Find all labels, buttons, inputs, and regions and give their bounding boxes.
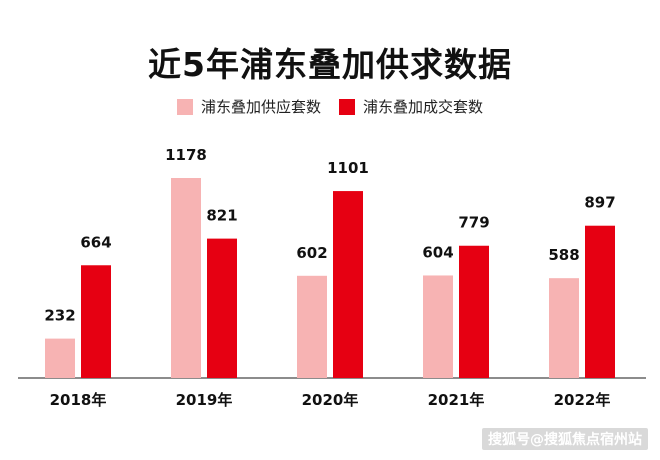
- legend-item-sales: 浦东叠加成交套数: [339, 96, 483, 117]
- data-label-supply-1: 1178: [165, 146, 207, 164]
- data-label-sales-0: 664: [80, 233, 111, 251]
- bar-sales-2: [333, 191, 363, 378]
- data-label-sales-2: 1101: [327, 159, 369, 177]
- bar-supply-4: [549, 278, 579, 378]
- data-label-sales-4: 897: [584, 194, 615, 212]
- data-label-supply-2: 602: [296, 244, 327, 262]
- bar-supply-2: [297, 275, 327, 378]
- legend-item-supply: 浦东叠加供应套数: [176, 96, 321, 117]
- data-label-supply-4: 588: [548, 246, 579, 264]
- x-tick-label-4: 2022年: [554, 391, 611, 409]
- data-label-sales-3: 779: [458, 214, 489, 232]
- bar-sales-3: [459, 245, 489, 378]
- chart-title: 近5年浦东叠加供求数据: [148, 45, 512, 84]
- legend-swatch-supply: [176, 98, 193, 115]
- x-tick-label-1: 2019年: [176, 391, 233, 409]
- bar-supply-3: [423, 275, 453, 378]
- x-tick-label-2: 2020年: [302, 391, 359, 409]
- bar-sales-0: [81, 265, 111, 378]
- legend-label-sales: 浦东叠加成交套数: [363, 98, 484, 116]
- x-tick-label-3: 2021年: [428, 391, 485, 409]
- bar-sales-1: [207, 238, 237, 378]
- legend-swatch-sales: [339, 98, 355, 115]
- watermark: 搜狐号@搜狐焦点宿州站: [482, 428, 648, 450]
- x-tick-label-0: 2018年: [50, 391, 107, 409]
- data-label-sales-1: 821: [206, 207, 237, 225]
- bar-sales-4: [585, 225, 615, 378]
- data-label-supply-3: 604: [422, 243, 453, 261]
- bar-supply-1: [171, 178, 201, 378]
- legend-label-supply: 浦东叠加供应套数: [200, 98, 321, 116]
- legend: 浦东叠加供应套数 浦东叠加成交套数: [0, 96, 660, 117]
- data-label-supply-0: 232: [44, 307, 75, 325]
- bar-supply-0: [45, 338, 75, 378]
